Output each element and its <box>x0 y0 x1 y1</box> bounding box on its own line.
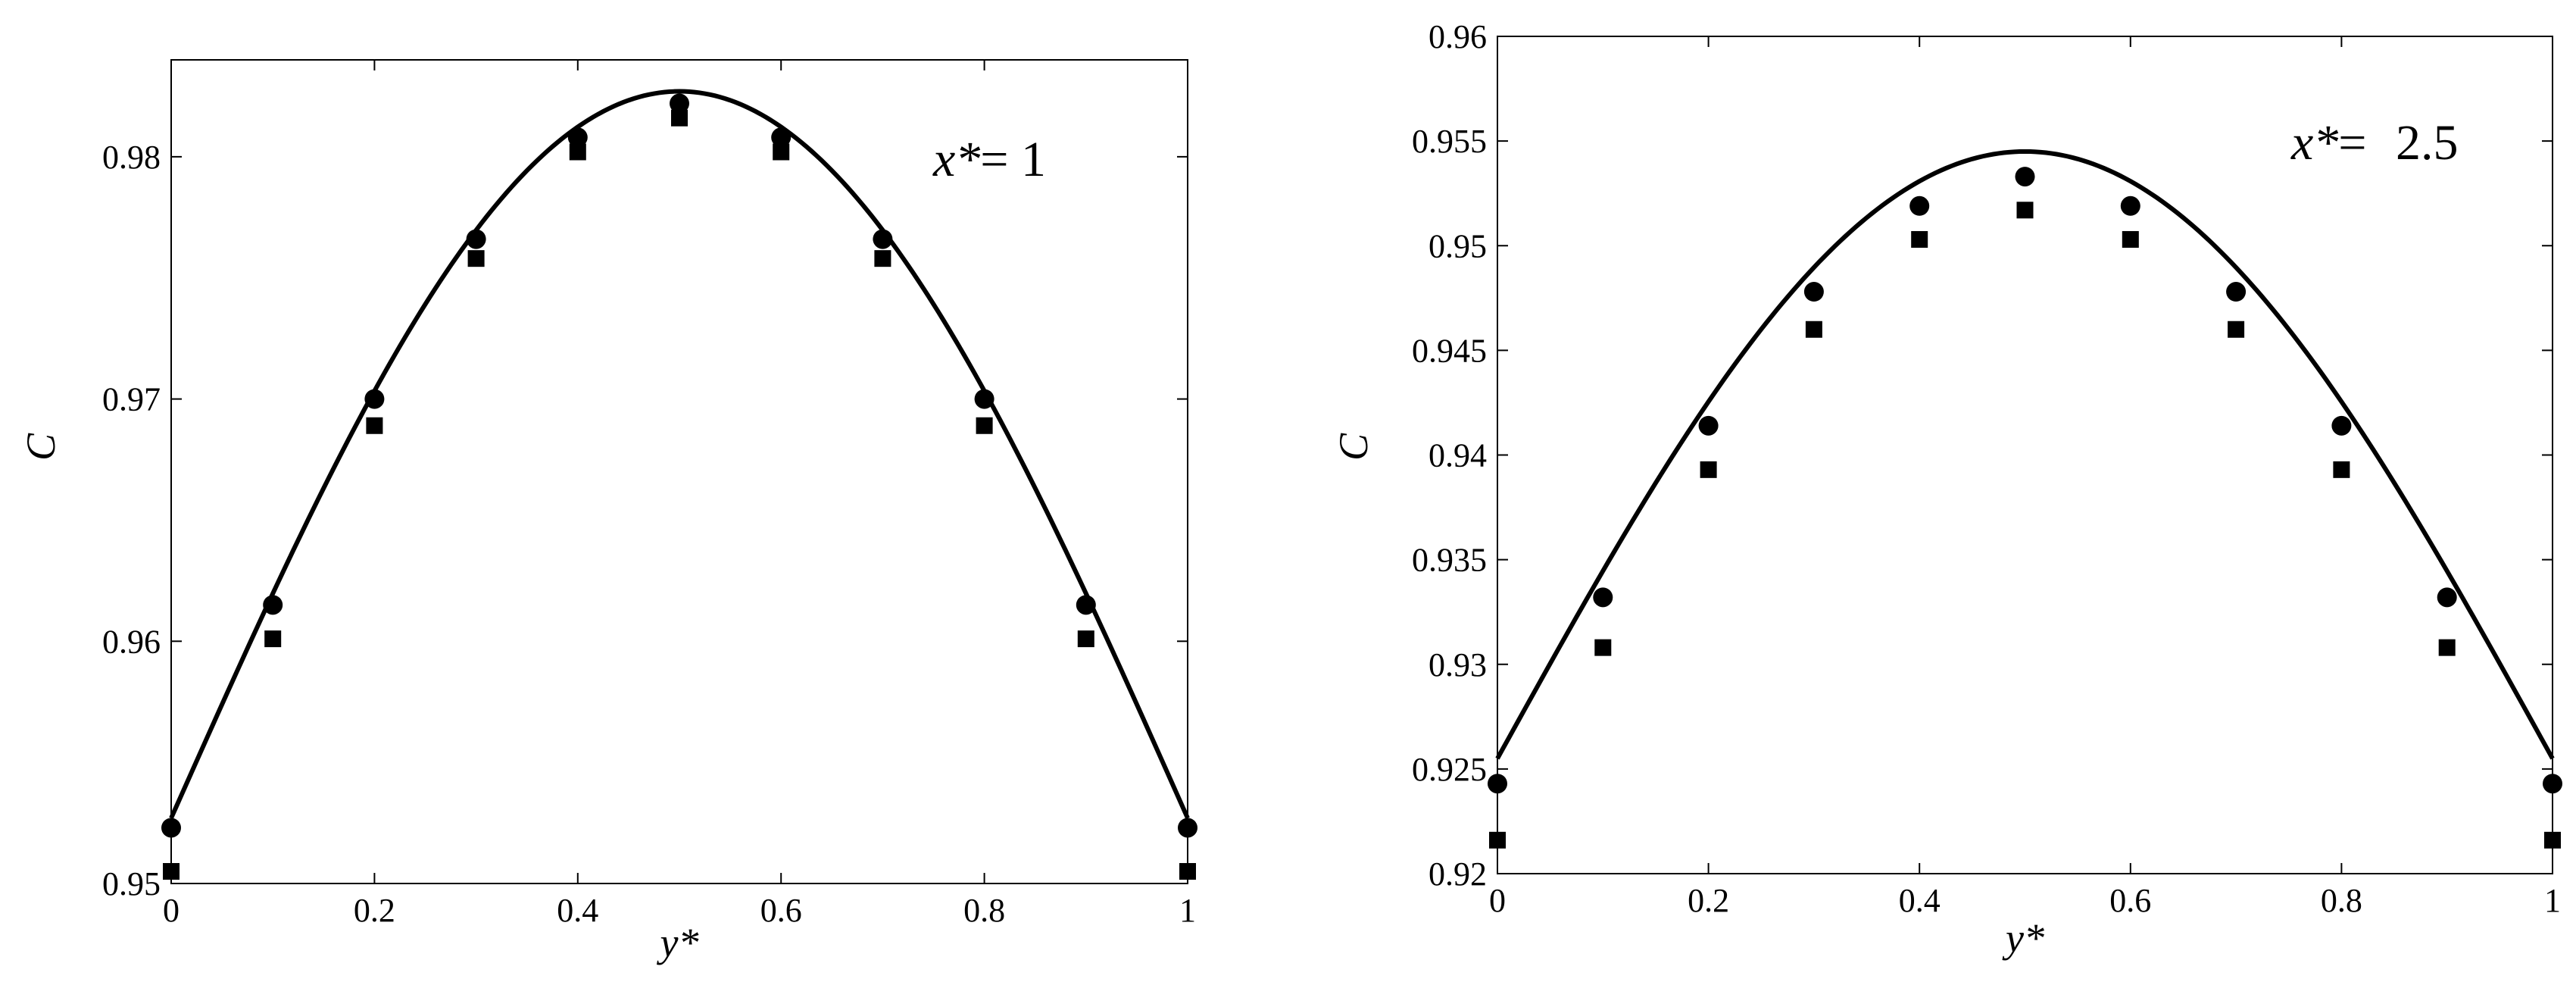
circle-marker <box>2331 415 2352 436</box>
circle-marker <box>567 127 588 148</box>
x-tick-label: 0 <box>1489 882 1506 919</box>
square-marker <box>1700 461 1717 478</box>
annotation-value: 1 <box>1021 132 1046 187</box>
square-marker <box>163 863 180 880</box>
square-marker <box>264 630 282 648</box>
square-marker <box>874 250 891 267</box>
y-axis-label: C <box>18 433 64 461</box>
square-marker <box>2122 230 2139 248</box>
panel-right: 0 0.2 0.4 0.6 0.8 1 0.92 0.925 0.93 0.935 0.94 0.94… <box>1331 18 2562 961</box>
square-marker <box>2228 321 2245 338</box>
x-tick-label: 0.8 <box>963 892 1005 929</box>
y-tick-label: 0.96 <box>1429 18 1487 55</box>
circle-marker <box>2543 774 2562 794</box>
square-marker <box>1911 230 1928 248</box>
y-tick-label: 0.94 <box>1429 437 1487 474</box>
square-marker <box>976 417 993 434</box>
square-marker <box>2544 831 2561 849</box>
circle-marker <box>1488 774 1507 794</box>
circle-marker <box>2120 195 2140 216</box>
x-tick-label: 0.2 <box>1688 882 1729 919</box>
square-marker <box>2333 461 2350 478</box>
annotation-label: x*= 1 <box>932 132 1046 187</box>
circle-marker <box>2437 587 2457 608</box>
circle-marker <box>2226 282 2247 302</box>
square-marker <box>2438 639 2456 656</box>
annotation-eq: = <box>980 132 1021 187</box>
square-marker <box>1489 831 1506 849</box>
x-axis-label: y* <box>2002 915 2044 961</box>
square-marker <box>1077 630 1094 648</box>
annotation-label: x*= 2.5 <box>2290 115 2459 170</box>
square-marker <box>773 143 790 161</box>
circle-marker <box>1909 195 1930 216</box>
y-tick-label: 0.955 <box>1412 123 1487 160</box>
y-tick-label: 0.98 <box>102 139 161 176</box>
square-marker <box>2016 202 2034 219</box>
x-tick-label: 0.6 <box>2109 882 2151 919</box>
plot-frame <box>170 59 1188 884</box>
annotation-eq: = <box>2338 115 2379 170</box>
circle-marker <box>2015 167 2035 187</box>
circle-marker <box>466 229 486 249</box>
circle-marker <box>873 229 893 249</box>
y-axis-label: C <box>1331 433 1376 461</box>
y-tick-label: 0.96 <box>102 623 161 660</box>
x-tick-label: 1 <box>2544 882 2561 919</box>
y-tick-label: 0.945 <box>1412 332 1487 369</box>
circle-marker <box>670 93 689 114</box>
circle-marker <box>1698 415 1719 436</box>
y-tick-label: 0.95 <box>1429 227 1487 264</box>
analytic-curve <box>1495 149 2555 760</box>
x-tick-label: 0.4 <box>557 892 598 929</box>
y-tick-label: 0.925 <box>1412 751 1487 788</box>
square-marker <box>671 109 688 127</box>
plot-frame <box>1497 36 2553 874</box>
circle-marker <box>974 389 994 409</box>
x-tick-label: 0 <box>163 892 180 929</box>
circle-marker <box>161 818 181 838</box>
circle-marker <box>263 595 283 615</box>
x-axis-label: y* <box>657 920 699 965</box>
annotation-value: 2.5 <box>2396 115 2459 170</box>
x-tick-label: 0.6 <box>760 892 802 929</box>
x-tick-label: 0.4 <box>1899 882 1941 919</box>
x-tick-label: 0.2 <box>354 892 395 929</box>
x-tick-label: 1 <box>1179 892 1196 929</box>
square-marker <box>569 143 586 161</box>
square-marker <box>366 417 383 434</box>
circle-marker <box>1178 818 1197 838</box>
y-tick-label: 0.92 <box>1429 855 1487 893</box>
circle-marker <box>1593 587 1613 608</box>
y-tick-label: 0.93 <box>1429 646 1487 683</box>
panel-left: 0 0.2 0.4 0.6 0.8 1 0.95 0.96 0.97 0.98 y* Cx*= 1 <box>18 59 1197 965</box>
circle-marker <box>1076 595 1096 615</box>
square-marker <box>1594 639 1612 656</box>
x-tick-label: 0.8 <box>2321 882 2362 919</box>
circle-marker <box>364 389 385 409</box>
annotation-var: x* <box>2290 115 2338 170</box>
square-marker <box>467 250 485 267</box>
annotation-var: x* <box>932 132 980 187</box>
square-marker <box>1179 863 1196 880</box>
y-tick-label: 0.97 <box>102 381 161 418</box>
analytic-curve <box>169 89 1190 819</box>
y-tick-label: 0.95 <box>102 865 161 902</box>
y-tick-label: 0.935 <box>1412 542 1487 579</box>
square-marker <box>1805 321 1822 338</box>
circle-marker <box>1803 282 1824 302</box>
circle-marker <box>771 127 792 148</box>
